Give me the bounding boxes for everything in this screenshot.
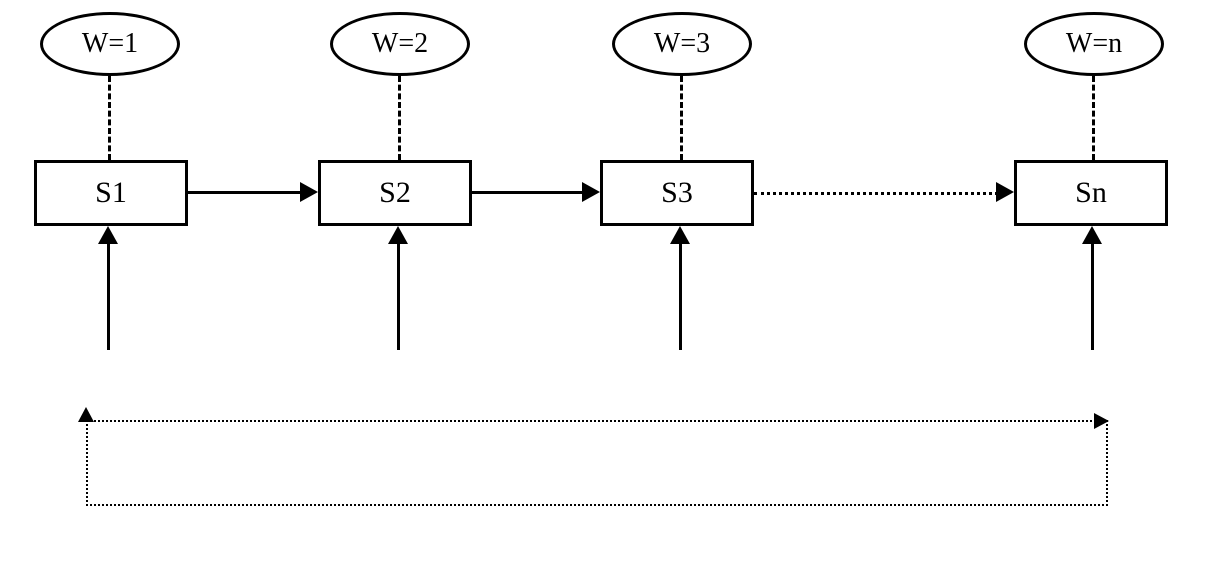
- h-arrow-3-head: [996, 182, 1014, 202]
- v-arrow-n-shaft: [1091, 244, 1094, 350]
- v-arrow-n-head: [1082, 226, 1102, 244]
- v-arrow-3-shaft: [679, 244, 682, 350]
- stage-box-1: S1: [34, 160, 188, 226]
- weight-ellipse-n: W=n: [1024, 12, 1164, 76]
- v-arrow-1-shaft: [107, 244, 110, 350]
- h-arrow-2-head: [582, 182, 600, 202]
- rect-label: S1: [95, 176, 127, 210]
- loop-rect: [86, 420, 1108, 506]
- dashed-connector-n: [1092, 76, 1095, 160]
- ellipse-label: W=n: [1066, 28, 1122, 60]
- dashed-connector-2: [398, 76, 401, 160]
- v-arrow-3-head: [670, 226, 690, 244]
- h-arrow-1-head: [300, 182, 318, 202]
- ellipse-label: W=3: [654, 28, 710, 60]
- loop-arrow-right-head: [1094, 413, 1109, 429]
- v-arrow-1-head: [98, 226, 118, 244]
- stage-box-2: S2: [318, 160, 472, 226]
- ellipse-label: W=1: [82, 28, 138, 60]
- h-arrow-1-shaft: [188, 191, 302, 194]
- rect-label: S3: [661, 176, 693, 210]
- dashed-connector-1: [108, 76, 111, 160]
- h-arrow-3-shaft-dotted: [754, 192, 998, 195]
- weight-ellipse-2: W=2: [330, 12, 470, 76]
- h-arrow-2-shaft: [472, 191, 584, 194]
- rect-label: Sn: [1075, 176, 1107, 210]
- rect-label: S2: [379, 176, 411, 210]
- stage-box-n: Sn: [1014, 160, 1168, 226]
- v-arrow-2-shaft: [397, 244, 400, 350]
- stage-box-3: S3: [600, 160, 754, 226]
- weight-ellipse-3: W=3: [612, 12, 752, 76]
- pipeline-diagram: W=1 W=2 W=3 W=n S1 S2 S3 Sn: [0, 0, 1228, 568]
- weight-ellipse-1: W=1: [40, 12, 180, 76]
- ellipse-label: W=2: [372, 28, 428, 60]
- loop-rect-top: [86, 420, 1096, 422]
- dashed-connector-3: [680, 76, 683, 160]
- v-arrow-2-head: [388, 226, 408, 244]
- loop-arrow-up-head: [78, 407, 94, 422]
